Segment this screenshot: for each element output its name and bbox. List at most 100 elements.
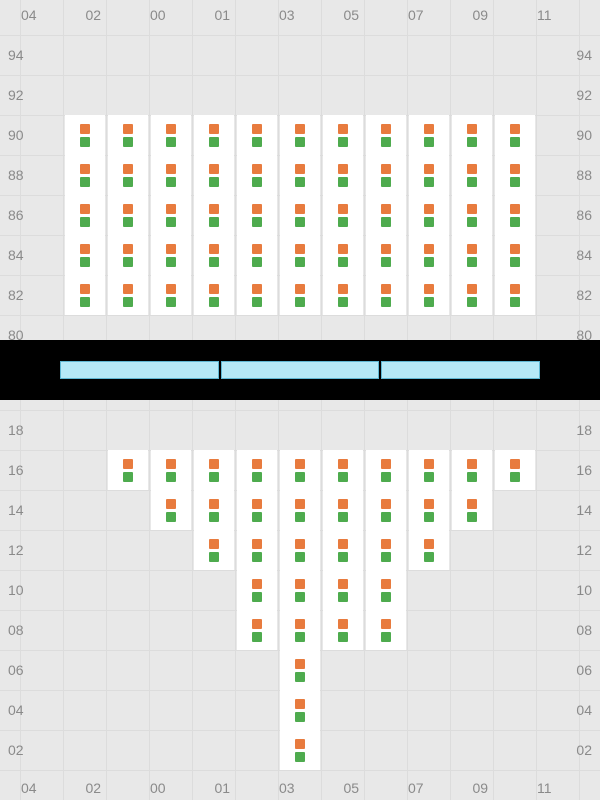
seat[interactable] xyxy=(323,155,363,195)
seat[interactable] xyxy=(108,155,148,195)
seat[interactable] xyxy=(323,275,363,315)
seat[interactable] xyxy=(323,115,363,155)
seat[interactable] xyxy=(323,195,363,235)
seat[interactable] xyxy=(452,450,492,490)
seat[interactable] xyxy=(65,195,105,235)
seat[interactable] xyxy=(237,235,277,275)
seat[interactable] xyxy=(323,530,363,570)
seat[interactable] xyxy=(151,235,191,275)
seat[interactable] xyxy=(237,610,277,650)
seat[interactable] xyxy=(452,275,492,315)
seat[interactable] xyxy=(366,155,406,195)
seat[interactable] xyxy=(280,450,320,490)
seat[interactable] xyxy=(495,235,535,275)
seat[interactable] xyxy=(495,115,535,155)
seat[interactable] xyxy=(409,490,449,530)
seat[interactable] xyxy=(495,155,535,195)
seat[interactable] xyxy=(323,235,363,275)
seat[interactable] xyxy=(108,115,148,155)
seat[interactable] xyxy=(366,115,406,155)
seat[interactable] xyxy=(409,155,449,195)
seat[interactable] xyxy=(151,195,191,235)
seat-status-green-icon xyxy=(166,512,176,522)
seat[interactable] xyxy=(108,275,148,315)
seat[interactable] xyxy=(194,235,234,275)
seat[interactable] xyxy=(280,650,320,690)
seat[interactable] xyxy=(65,235,105,275)
seat[interactable] xyxy=(495,450,535,490)
seat[interactable] xyxy=(280,195,320,235)
seat[interactable] xyxy=(452,235,492,275)
seat[interactable] xyxy=(108,235,148,275)
seat[interactable] xyxy=(323,490,363,530)
seat[interactable] xyxy=(452,195,492,235)
seat[interactable] xyxy=(194,155,234,195)
seat[interactable] xyxy=(65,275,105,315)
seat[interactable] xyxy=(280,690,320,730)
seat[interactable] xyxy=(108,195,148,235)
seat[interactable] xyxy=(366,610,406,650)
seat[interactable] xyxy=(366,570,406,610)
seat[interactable] xyxy=(151,490,191,530)
seat[interactable] xyxy=(237,275,277,315)
seat[interactable] xyxy=(280,530,320,570)
seat[interactable] xyxy=(323,570,363,610)
seat-status-orange-icon xyxy=(209,499,219,509)
seat[interactable] xyxy=(366,490,406,530)
seat[interactable] xyxy=(452,490,492,530)
gridline-v xyxy=(106,400,107,800)
seat[interactable] xyxy=(280,730,320,770)
seat[interactable] xyxy=(237,530,277,570)
seat[interactable] xyxy=(280,235,320,275)
seat[interactable] xyxy=(366,275,406,315)
seat[interactable] xyxy=(323,450,363,490)
seat[interactable] xyxy=(280,115,320,155)
seat[interactable] xyxy=(366,235,406,275)
seat[interactable] xyxy=(237,570,277,610)
seat[interactable] xyxy=(194,195,234,235)
seat[interactable] xyxy=(65,155,105,195)
seat[interactable] xyxy=(323,610,363,650)
seat[interactable] xyxy=(280,570,320,610)
seat[interactable] xyxy=(409,530,449,570)
seat[interactable] xyxy=(194,275,234,315)
seat[interactable] xyxy=(409,235,449,275)
seat[interactable] xyxy=(151,275,191,315)
seat[interactable] xyxy=(409,275,449,315)
seat[interactable] xyxy=(409,195,449,235)
seat[interactable] xyxy=(237,115,277,155)
seat-status-green-icon xyxy=(510,472,520,482)
seat[interactable] xyxy=(194,450,234,490)
seat[interactable] xyxy=(194,115,234,155)
seat[interactable] xyxy=(108,450,148,490)
seat[interactable] xyxy=(366,450,406,490)
seat[interactable] xyxy=(452,155,492,195)
seat[interactable] xyxy=(194,530,234,570)
seat[interactable] xyxy=(280,610,320,650)
seat[interactable] xyxy=(452,115,492,155)
seat[interactable] xyxy=(237,450,277,490)
seat[interactable] xyxy=(194,490,234,530)
seat[interactable] xyxy=(237,195,277,235)
seat[interactable] xyxy=(151,115,191,155)
seat[interactable] xyxy=(151,450,191,490)
seat[interactable] xyxy=(280,155,320,195)
seat-status-orange-icon xyxy=(123,124,133,134)
seat-status-orange-icon xyxy=(80,204,90,214)
seat[interactable] xyxy=(366,530,406,570)
row-label: 16 xyxy=(8,462,24,478)
seat-status-orange-icon xyxy=(295,124,305,134)
seat[interactable] xyxy=(495,195,535,235)
gridline-v xyxy=(450,400,451,800)
seat[interactable] xyxy=(65,115,105,155)
seat[interactable] xyxy=(366,195,406,235)
seat[interactable] xyxy=(409,450,449,490)
seat[interactable] xyxy=(495,275,535,315)
seat[interactable] xyxy=(280,490,320,530)
seat-status-orange-icon xyxy=(295,659,305,669)
seat[interactable] xyxy=(151,155,191,195)
seat[interactable] xyxy=(237,155,277,195)
seat[interactable] xyxy=(280,275,320,315)
seat[interactable] xyxy=(237,490,277,530)
seat[interactable] xyxy=(409,115,449,155)
